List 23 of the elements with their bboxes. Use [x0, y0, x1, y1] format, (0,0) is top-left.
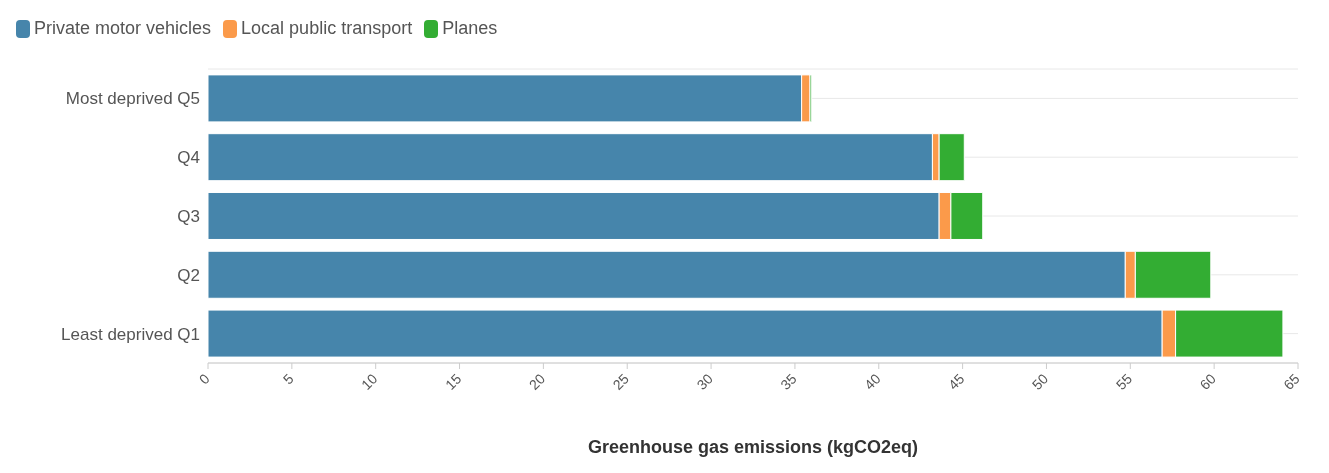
x-tick-label: 20 [525, 370, 549, 393]
x-tick-label: 0 [195, 370, 213, 388]
y-tick-label: Most deprived Q5 [65, 89, 200, 109]
legend-label: Local public transport [241, 18, 413, 39]
x-tick-label: 10 [358, 370, 381, 393]
x-tick-label: 50 [1028, 370, 1052, 393]
x-tick-label: 30 [693, 370, 716, 393]
x-tick-label: 55 [1112, 370, 1136, 393]
y-tick-label: Q4 [177, 148, 200, 168]
x-tick-label: 5 [279, 370, 297, 388]
y-tick-label: Q3 [177, 207, 200, 227]
legend-label: Planes [442, 18, 498, 39]
x-tick-label: 25 [609, 370, 633, 393]
y-tick-label: Least deprived Q1 [61, 324, 200, 344]
x-tick-label: 45 [945, 370, 968, 393]
text: Private motor vehicles [34, 18, 212, 39]
y-tick-label: Q2 [177, 265, 200, 285]
x-tick-label: 35 [777, 370, 800, 393]
x-tick-label: 65 [1280, 370, 1303, 393]
x-tick-label: 60 [1196, 370, 1220, 393]
x-tick-label: 40 [861, 370, 884, 393]
x-tick-label: 15 [441, 370, 465, 393]
x-axis-title: Greenhouse gas emissions (kgCO2eq) [587, 437, 919, 457]
